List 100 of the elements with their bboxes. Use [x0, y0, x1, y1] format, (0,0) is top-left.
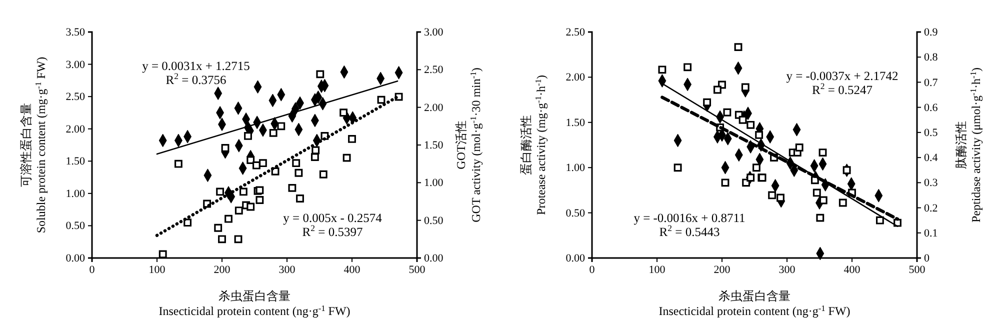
y-tick-label: 1.50	[566, 116, 586, 129]
annotation: y = 0.0031x + 1.2715	[142, 59, 250, 73]
annotation: R$^{2}$ = 0.5247	[812, 81, 872, 97]
point	[816, 214, 824, 222]
y2-tick-label: 2.00	[424, 102, 444, 114]
point	[224, 214, 232, 223]
point	[752, 164, 760, 172]
point	[244, 132, 252, 140]
y2-tick-label: 0.8	[924, 52, 938, 64]
y2-tick-label: 0	[924, 252, 930, 265]
point	[768, 191, 776, 200]
annotation: y = -0.0037x + 2.1742	[786, 69, 898, 83]
point	[713, 86, 722, 94]
point	[838, 198, 847, 207]
y2-tick-label: 0.2	[924, 202, 938, 214]
annotation: R$^{2}$ = 0.5397	[302, 223, 363, 239]
x-tick-label: 0	[589, 264, 596, 276]
point	[703, 98, 712, 106]
point	[348, 135, 356, 143]
y-tick-label: 2.00	[66, 123, 86, 136]
point	[723, 108, 732, 116]
y-tick-label: 1.50	[66, 156, 86, 168]
x-tick-label: 200	[214, 264, 231, 276]
x-tick-label: 400	[844, 264, 861, 276]
point	[876, 216, 884, 224]
y-tick-label: 1.00	[66, 188, 86, 200]
y2-tick-label: 0.00	[424, 252, 444, 265]
x-tick-label: 200	[714, 264, 731, 276]
y-tick-label: 0.00	[66, 252, 86, 265]
point	[239, 188, 248, 196]
annotation: R$^{2}$ = 0.5443	[659, 223, 720, 239]
point	[340, 108, 348, 117]
point	[310, 153, 319, 162]
y2-tick-label: 0.9	[924, 26, 938, 39]
point	[721, 178, 730, 187]
y-tick-label: 0.00	[566, 252, 586, 265]
y2-tick-label: 0.50	[424, 214, 444, 227]
point	[292, 159, 300, 168]
x-tick-label: 100	[648, 264, 666, 276]
point	[316, 70, 324, 78]
point	[842, 166, 851, 174]
point	[342, 154, 351, 162]
point	[216, 188, 224, 196]
point	[746, 120, 755, 129]
annotation: y = 0.005x - 0.2574	[283, 211, 383, 225]
point	[288, 184, 296, 192]
point	[214, 224, 222, 232]
point	[256, 196, 264, 204]
x-tick-label: 0	[89, 264, 96, 276]
point	[294, 168, 303, 177]
point	[755, 130, 764, 139]
y2-tick-label: 2.50	[424, 64, 444, 76]
y2-tick-label: 1.50	[424, 140, 444, 152]
x-axis-title: 杀虫蛋白含量 Insecticidal protein content (ng·g$^{-1}$ FW)	[658, 289, 850, 318]
point	[252, 161, 260, 170]
point	[377, 96, 386, 104]
y2-tick-label: 3.00	[424, 26, 444, 39]
annotation: R$^{2}$ = 0.3756	[166, 71, 226, 87]
y-tick-label: 0.50	[566, 207, 586, 220]
point	[684, 63, 692, 72]
x-tick-label: 100	[148, 264, 166, 276]
point	[184, 218, 192, 227]
point	[319, 170, 328, 178]
point	[674, 164, 682, 172]
annotation: y = -0.0016x + 0.8711	[634, 211, 746, 225]
point	[221, 144, 230, 152]
point	[234, 206, 243, 215]
y-tick-label: 2.00	[566, 72, 586, 84]
y-tick-label: 1.00	[566, 162, 586, 174]
point	[812, 188, 821, 197]
y-tick-label: 3.50	[66, 26, 86, 39]
y-tick-label: 0.50	[66, 220, 86, 232]
x-tick-label: 400	[344, 264, 361, 276]
y2-tick-label: 0.4	[924, 152, 938, 164]
y2-tick-label: 0.7	[924, 76, 938, 89]
y2-tick-label: 0.5	[924, 126, 938, 139]
x-tick-label: 300	[278, 264, 296, 276]
point	[734, 43, 742, 52]
point	[234, 235, 242, 244]
point	[658, 66, 666, 74]
point	[741, 83, 750, 92]
point	[218, 235, 226, 244]
point	[174, 160, 182, 168]
point	[277, 122, 286, 130]
y2-tick-label: 0.6	[924, 102, 938, 114]
y-tick-label: 2.50	[66, 91, 86, 104]
y2-tick-label: 0.1	[924, 227, 938, 240]
point	[738, 116, 747, 124]
point	[246, 156, 255, 164]
x-axis-title: 杀虫蛋白含量 Insecticidal protein content (ng·g$^{-1}$ FW)	[158, 289, 350, 318]
point	[795, 144, 804, 152]
y2-tick-label: 1.00	[424, 177, 444, 190]
y-tick-label: 2.50	[566, 26, 586, 39]
point	[746, 174, 755, 182]
point	[776, 194, 784, 202]
point	[819, 196, 828, 204]
point	[158, 250, 167, 258]
point	[296, 194, 304, 202]
x-tick-label: 300	[778, 264, 796, 276]
y2-tick-label: 0.3	[924, 177, 938, 190]
